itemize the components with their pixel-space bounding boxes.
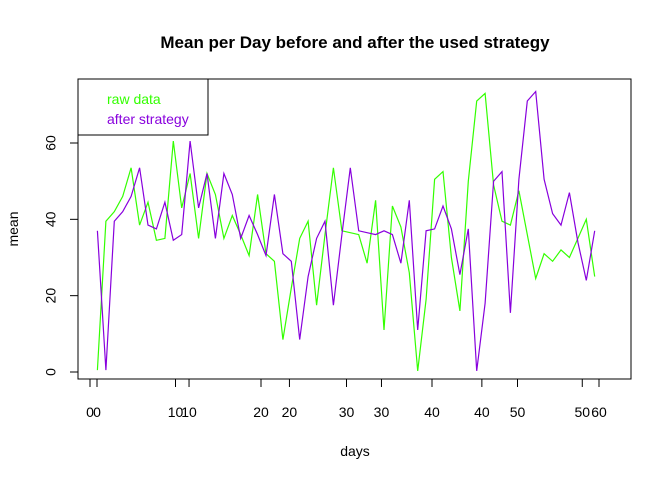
x-tick-label: 20 [282,404,298,420]
x-tick-label: 0 [86,404,94,420]
x-tick-label: 60 [591,404,607,420]
x-tick-label: 40 [424,404,440,420]
legend-entry: after strategy [107,111,189,127]
x-tick-label: 20 [253,404,269,420]
y-axis-label: mean [5,211,21,246]
legend-box [77,78,209,136]
x-tick-label: 10 [168,404,184,420]
y-tick-label: 40 [43,211,59,227]
x-tick-label: 40 [474,404,490,420]
x-tick-label: 10 [181,404,197,420]
y-tick-label: 0 [43,368,59,376]
x-tick-label: 30 [374,404,390,420]
x-tick-label: 50 [510,404,526,420]
legend-entry: raw data [107,91,161,107]
legend: raw data after strategy [77,78,209,136]
chart-title: Mean per Day before and after the used s… [160,33,550,52]
x-axis-label: days [340,443,370,459]
x-tick-label: 0 [93,404,101,420]
x-axis: 0 10 20 30 40 500 10 20 30 40 50 60 [86,378,607,420]
series-line-after-strategy [96,90,596,371]
series-layer [96,90,596,371]
x-tick-label: 30 [339,404,355,420]
y-axis: 0 20 40 60 [43,135,79,376]
series-line-raw-data [96,92,596,371]
y-tick-label: 20 [43,288,59,304]
x-tick-label: 50 [574,404,590,420]
y-tick-label: 60 [43,135,59,151]
